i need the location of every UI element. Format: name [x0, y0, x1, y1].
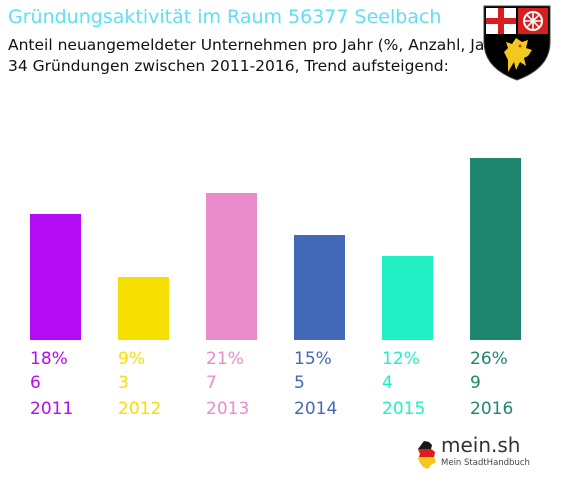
percent-label-2012: 9%: [118, 349, 145, 369]
germany-map-icon: [418, 441, 436, 469]
percent-label-2016: 26%: [470, 349, 508, 369]
chart-subtitle-line2: 34 Gründungen zwischen 2011-2016, Trend …: [8, 57, 449, 75]
chart-subtitle-line1: Anteil neuangemeldeter Unternehmen pro J…: [8, 36, 507, 54]
count-label-2016: 9: [470, 373, 481, 393]
year-label-2015: 2015: [382, 399, 425, 419]
year-label-2013: 2013: [206, 399, 249, 419]
percent-label-2015: 12%: [382, 349, 420, 369]
rhineland-palatinate-coat-of-arms-icon: [483, 5, 551, 81]
count-label-2011: 6: [30, 373, 41, 393]
count-label-2012: 3: [118, 373, 129, 393]
percent-label-2013: 21%: [206, 349, 244, 369]
brand-name: mein.sh: [441, 433, 521, 457]
count-label-2013: 7: [206, 373, 217, 393]
year-label-2011: 2011: [30, 399, 73, 419]
bar-2013: [206, 193, 257, 340]
bar-2015: [382, 256, 433, 340]
bar-2014: [294, 235, 345, 340]
year-label-2012: 2012: [118, 399, 161, 419]
percent-label-2011: 18%: [30, 349, 68, 369]
bars-group: [30, 158, 521, 340]
bar-2012: [118, 277, 169, 340]
year-label-2014: 2014: [294, 399, 337, 419]
count-label-2015: 4: [382, 373, 393, 393]
bar-2016: [470, 158, 521, 340]
brand-logo[interactable]: mein.sh Mein StadtHandbuch: [415, 432, 530, 474]
percent-label-2014: 15%: [294, 349, 332, 369]
labels-group: 18% 6 2011 9% 3 2012 21% 7 2013 15% 5 2014 12% 4 2015 2…: [30, 349, 513, 419]
bar-2011: [30, 214, 81, 340]
year-label-2016: 2016: [470, 399, 513, 419]
count-label-2014: 5: [294, 373, 305, 393]
brand-tagline: Mein StadtHandbuch: [441, 458, 530, 468]
chart-title: Gründungsaktivität im Raum 56377 Seelbac…: [8, 6, 442, 28]
